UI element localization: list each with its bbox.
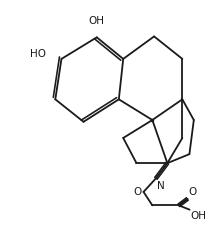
Text: OH: OH	[89, 16, 105, 26]
Text: N: N	[157, 180, 165, 191]
Text: OH: OH	[191, 211, 207, 221]
Text: O: O	[133, 187, 141, 197]
Text: HO: HO	[31, 49, 46, 60]
Text: O: O	[189, 187, 197, 197]
